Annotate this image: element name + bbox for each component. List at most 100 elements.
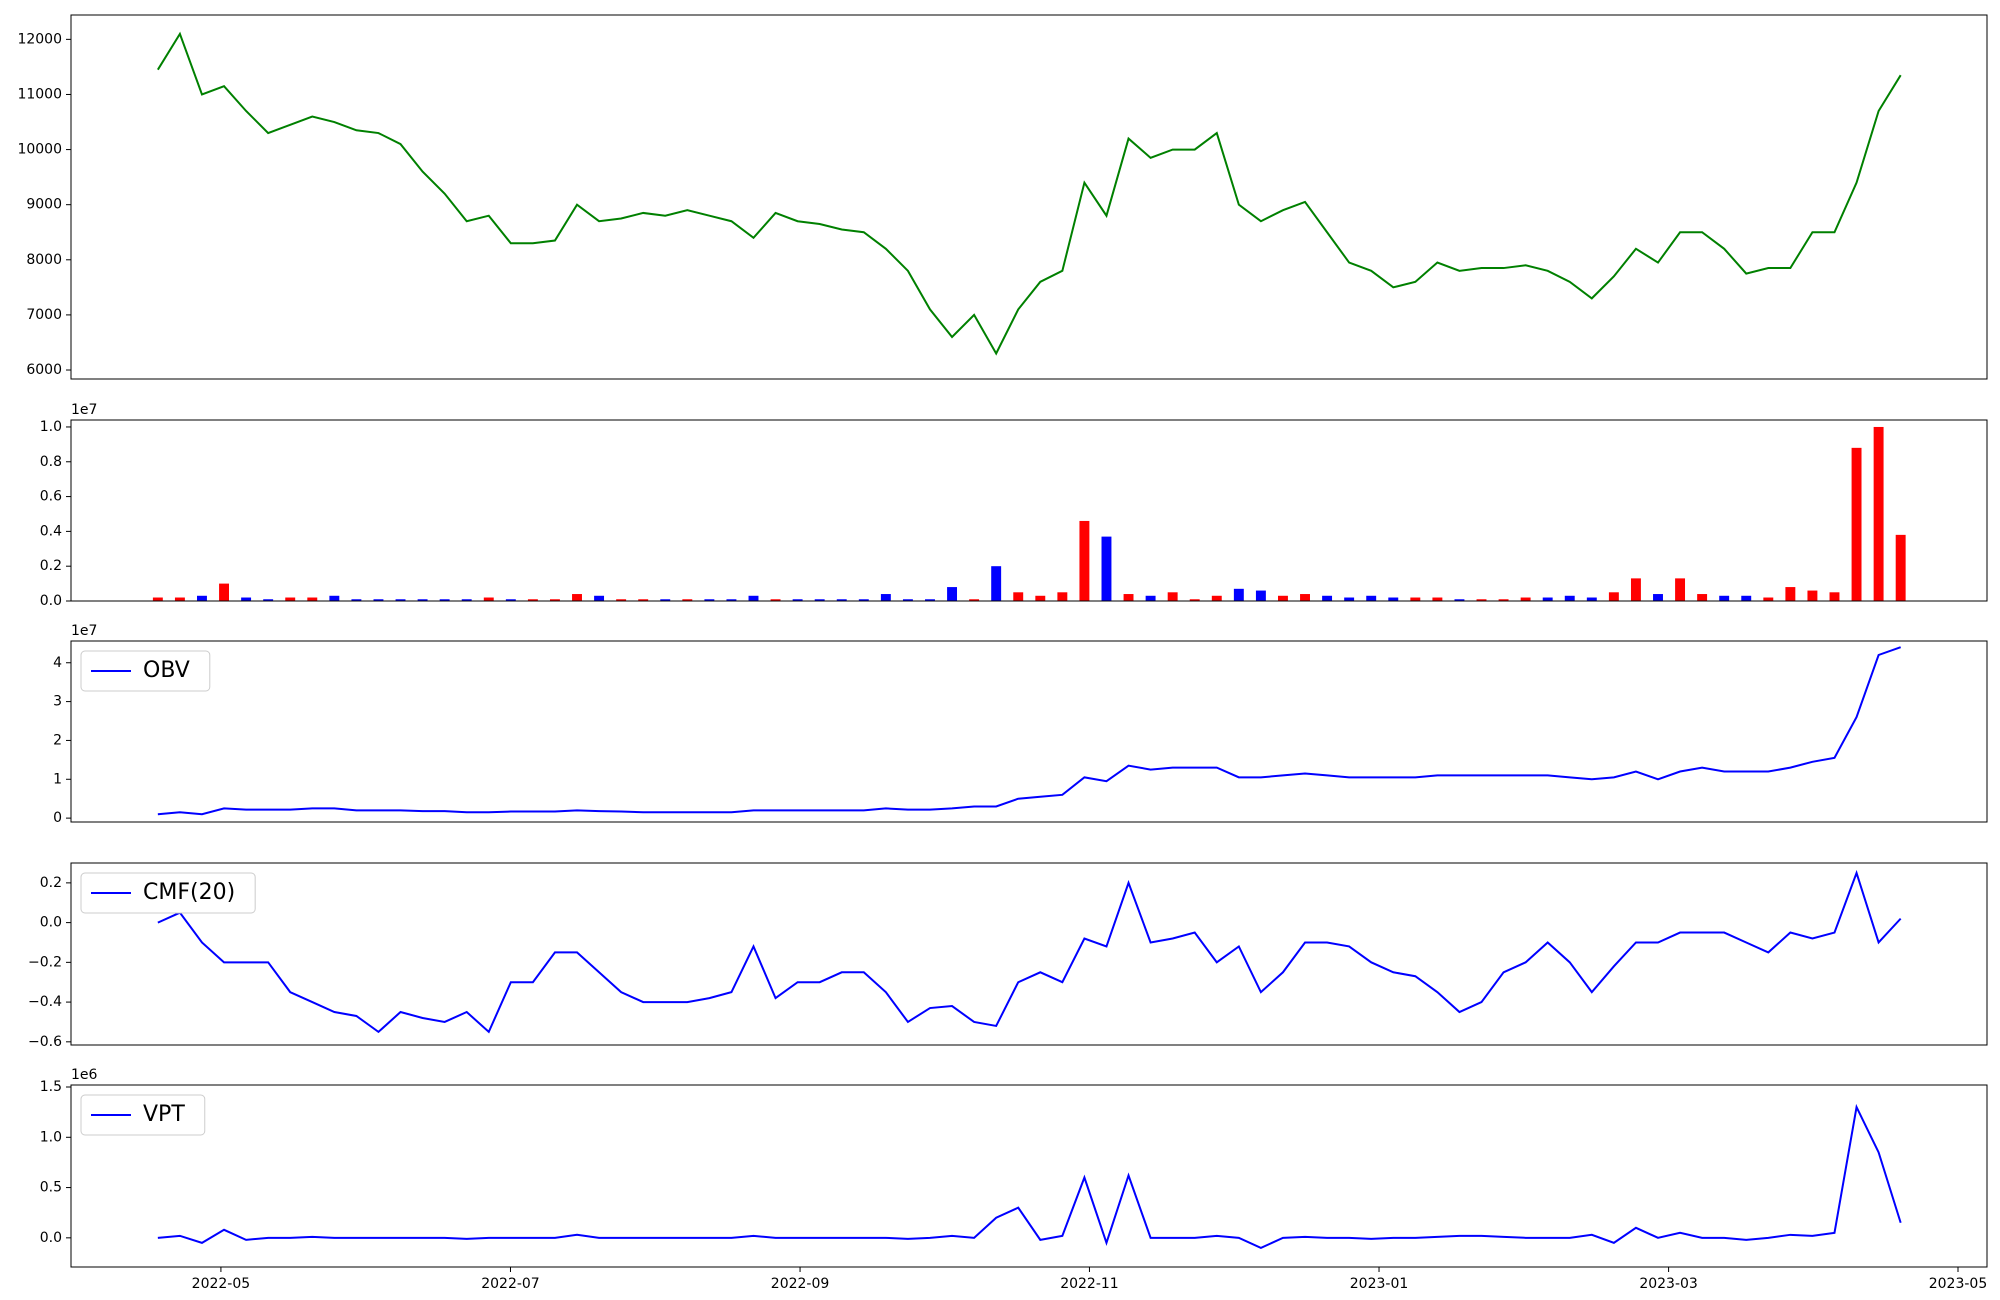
y-tick-label: 0 <box>53 810 62 826</box>
legend: VPT <box>80 1094 206 1136</box>
axes-frame <box>70 1084 1988 1268</box>
legend-label: CMF(20) <box>143 880 235 905</box>
offset-label: 1e7 <box>71 623 97 639</box>
y-tick-label: 1.0 <box>40 419 62 435</box>
y-tick-label: 3 <box>53 694 62 710</box>
x-tick-label: 2022-09 <box>771 1276 830 1292</box>
bar <box>1498 599 1509 601</box>
x-tick-label: 2023-01 <box>1350 1276 1409 1292</box>
bar <box>1807 590 1818 601</box>
bar <box>1741 595 1752 601</box>
bar <box>461 599 472 601</box>
y-tick-label: 10000 <box>17 142 62 158</box>
bar <box>1101 536 1112 601</box>
legend-box <box>80 1094 206 1136</box>
axes-frame <box>70 862 1988 1046</box>
bar <box>814 599 825 601</box>
bar <box>1873 426 1884 601</box>
y-tick-label: −0.2 <box>28 954 62 970</box>
y-tick-label: 1.5 <box>40 1079 62 1095</box>
bar <box>417 599 428 601</box>
y-tick-label: 0.0 <box>40 1230 62 1246</box>
bar <box>1145 595 1156 601</box>
bar <box>836 599 847 601</box>
bar <box>594 595 605 601</box>
bar <box>307 597 318 601</box>
bar <box>880 594 891 601</box>
bar <box>1079 520 1090 601</box>
bar <box>241 597 252 601</box>
x-tick-label: 2022-07 <box>481 1276 540 1292</box>
bar <box>1608 592 1619 601</box>
y-tick-label: 0.5 <box>40 1180 62 1196</box>
y-tick-label: 8000 <box>26 252 62 268</box>
bar <box>1719 595 1730 601</box>
offset-label: 1e7 <box>71 402 97 418</box>
bar <box>638 599 649 601</box>
y-tick-label: −0.6 <box>28 1034 62 1050</box>
axes-frame <box>70 14 1988 380</box>
panel: 0 1 2 3 4 1e7 OBV <box>53 623 1988 826</box>
bar <box>616 599 627 601</box>
bar <box>197 595 207 601</box>
bar <box>704 599 715 601</box>
y-tick-label: −0.4 <box>28 994 62 1010</box>
bar <box>1388 597 1399 601</box>
bar <box>1675 578 1686 601</box>
bar <box>373 599 384 601</box>
y-tick-label: 0.2 <box>40 875 62 891</box>
bar <box>1564 595 1575 601</box>
line <box>157 869 1902 1034</box>
bar <box>1300 594 1310 601</box>
bar <box>1432 597 1443 601</box>
y-tick-label: 9000 <box>26 197 62 213</box>
bar <box>1520 597 1531 601</box>
bar <box>505 599 516 601</box>
bar <box>1255 590 1266 601</box>
legend-box <box>80 650 211 692</box>
y-tick-label: 11000 <box>17 86 62 102</box>
line <box>157 646 1902 816</box>
bar <box>991 566 1002 601</box>
panel: −0.6 −0.4 −0.2 0.0 0.2 CMF(20) <box>28 862 1988 1050</box>
y-tick-label: 0.2 <box>40 558 62 574</box>
legend-box <box>80 872 256 914</box>
bar <box>219 583 230 601</box>
bar <box>329 595 340 601</box>
bar <box>1829 592 1840 601</box>
bar <box>1035 595 1046 601</box>
legend: OBV <box>80 650 211 692</box>
panel: 0.0 0.2 0.4 0.6 0.8 1.0 1e7 <box>40 402 1988 609</box>
bar <box>351 599 362 601</box>
bar <box>1630 578 1641 601</box>
y-tick-label: 0.0 <box>40 593 62 609</box>
bar <box>549 599 560 601</box>
legend-label: OBV <box>143 658 190 683</box>
bar <box>1123 594 1134 601</box>
bar <box>792 599 803 601</box>
bar <box>1277 595 1288 601</box>
y-tick-label: 0.6 <box>40 489 62 505</box>
bar <box>1542 597 1553 601</box>
bar <box>748 595 759 601</box>
bar <box>263 599 274 601</box>
axes-frame <box>70 640 1988 823</box>
bar <box>483 597 494 601</box>
bar <box>152 597 163 601</box>
bar <box>1233 588 1244 601</box>
offset-label: 1e6 <box>71 1067 98 1083</box>
bar <box>858 599 869 601</box>
axes-frame <box>70 419 1988 602</box>
legend-label: VPT <box>143 1102 185 1127</box>
y-tick-label: 2 <box>53 732 62 748</box>
panel: 0.0 0.5 1.0 1.5 1e6 VPT <box>40 1067 1988 1268</box>
line <box>156 31 1902 356</box>
bar <box>1057 592 1068 601</box>
x-tick-label: 2023-03 <box>1639 1276 1698 1292</box>
y-tick-label: 0.8 <box>40 454 62 470</box>
bar <box>925 599 935 601</box>
bar <box>660 599 671 601</box>
bar <box>395 599 406 601</box>
bar <box>1586 597 1597 601</box>
bar <box>1763 597 1774 601</box>
